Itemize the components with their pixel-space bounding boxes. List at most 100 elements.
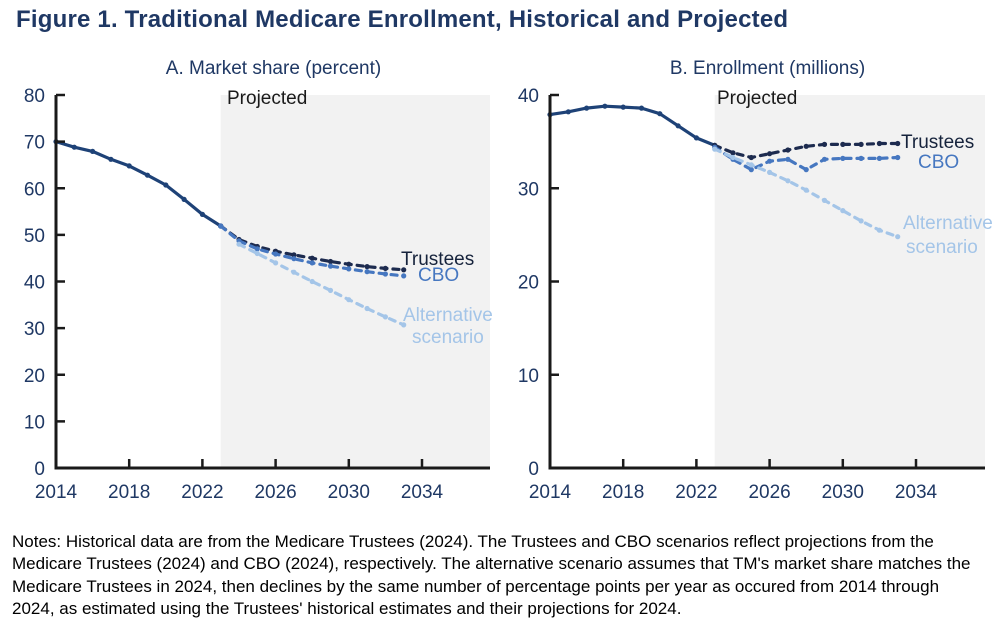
panel-b-cbo-point (895, 154, 901, 161)
panel-b-trustees-point (748, 154, 754, 161)
panel-a-alternative-scenario-point (291, 269, 297, 275)
panel-a-trustees-point (382, 265, 388, 271)
panel-a-cbo-point (218, 223, 224, 229)
panel-b-alternative-scenario-point (821, 197, 828, 203)
panel-a-alternative-scenario-point (364, 305, 370, 312)
panel-a-xtick-label: 2034 (401, 482, 444, 503)
panel-b-xtick-label: 2030 (822, 482, 864, 503)
panel-b-historical-point (584, 105, 590, 111)
panel-b-projected-label: Projected (717, 88, 798, 109)
panel-b-trustees-point (876, 140, 883, 147)
panel-b-alternative-scenario-point (803, 187, 809, 193)
panel-b-title: B. Enrollment (millions) (669, 58, 866, 79)
panel-b-cbo-point (858, 155, 864, 161)
panel-b-ytick-label: 0 (528, 459, 539, 480)
panel-a-axes (54, 95, 490, 470)
panel-a-alternative-scenario-point (254, 250, 260, 257)
panel-a-cbo-point (254, 246, 260, 252)
panel-a-xtick-label: 2022 (181, 482, 223, 503)
panel-a-alternative-label-line1: Alternative (403, 305, 493, 326)
panel-a-alternative-scenario-point (236, 241, 242, 247)
panel-a-alternative-label-line2: scenario (412, 327, 484, 348)
panel-a-cbo-label: CBO (418, 265, 460, 286)
panel-b-cbo-point (748, 167, 754, 173)
panel-a-cbo-point (327, 263, 334, 269)
panel-b-trustees-label: Trustees (901, 132, 975, 153)
panel-a-cbo-point (273, 251, 279, 257)
panel-b-historical-point (675, 123, 681, 129)
panel-a-trustees-point (309, 255, 315, 261)
panel-b-cbo-point (785, 156, 791, 162)
panel-a-historical-point (126, 163, 132, 169)
panel-a-historical-point (199, 211, 205, 217)
panel-b-trustees-point (840, 141, 846, 147)
panel-b-ytick-label: 30 (518, 179, 539, 200)
panel-b-alternative-scenario-point (730, 154, 736, 161)
panel-a-alternative-scenario-point (346, 297, 352, 303)
panel-a-ytick-label: 0 (34, 459, 45, 480)
panel-a-trustees-point (327, 258, 334, 265)
panel-a-trustees-point (364, 264, 370, 270)
panel-b-cbo-label: CBO (918, 152, 960, 173)
panel-a-cbo-point (364, 269, 370, 275)
panel-a-ytick-label: 30 (24, 319, 45, 340)
panel-b-trustees-point (785, 147, 791, 153)
panel-a-historical-point (163, 182, 169, 188)
panel-a-historical-line (54, 140, 223, 228)
panel-b-trustees-point (821, 141, 828, 147)
panel-b-alternative-scenario-point (785, 178, 791, 184)
panel-a-cbo-point (309, 260, 315, 266)
figure-notes: Notes: Historical data are from the Medi… (12, 532, 971, 619)
panel-b-axes (548, 95, 985, 470)
panel-b-historical-point (620, 104, 626, 110)
panel-b-ytick-label: 10 (518, 366, 539, 387)
panel-a-projected-label: Projected (227, 88, 308, 109)
panel-a-ytick-label: 20 (24, 366, 45, 387)
panel-a-historical-point (108, 156, 114, 162)
panel-a-alternative-scenario-point (401, 322, 407, 328)
panel-b-trustees-point (730, 150, 736, 156)
panel-b-alternative-scenario-point (876, 227, 883, 233)
panel-a-xtick-label: 2030 (328, 482, 370, 503)
panel-a-ytick-label: 70 (24, 133, 45, 154)
panel-a-alternative-scenario-line (237, 242, 406, 327)
panel-a-historical-point (144, 172, 151, 178)
panel-b-alternative-scenario-point (767, 169, 773, 175)
panel-a-alternative-scenario-point (309, 278, 315, 285)
panel-b-cbo-point (767, 158, 773, 164)
panel-a-xtick-label: 2026 (254, 482, 296, 503)
panel-a-cbo-point (291, 256, 297, 262)
panel-a-trustees-point (401, 267, 407, 273)
panel-a-alternative-scenario-point (327, 287, 334, 293)
panel-b-xtick-label: 2014 (529, 482, 572, 503)
panel-b-trustees-point (858, 141, 864, 147)
panel-b-alternative-scenario-point (858, 218, 864, 224)
panel-b-trustees-point (803, 143, 809, 149)
panel-b-xtick-label: 2026 (748, 482, 790, 503)
panel-a-trustees-point (346, 261, 352, 267)
panel-a-ytick-label: 10 (24, 412, 45, 433)
panel-a-projected-region (220, 95, 490, 468)
panel-a-alternative-scenario-point (382, 314, 388, 320)
panel-a-historical-point (181, 196, 187, 202)
panel-b-historical-point (638, 105, 645, 111)
panel-a-historical-point (71, 144, 77, 150)
panel-b-alternative-label-line1: Alternative (903, 213, 993, 234)
panel-b-cbo-point (840, 155, 846, 161)
panel-a-cbo-point (346, 266, 352, 272)
panel-b-alternative-scenario-point (712, 146, 718, 152)
panel-b-cbo-point (821, 156, 828, 162)
panel-a-xtick-label: 2014 (35, 482, 78, 503)
panel-a-ytick-label: 50 (24, 226, 45, 247)
panel-a-trustees-point (291, 252, 297, 258)
panel-b-alternative-label-line2: scenario (906, 237, 978, 258)
panel-a-ytick-label: 40 (24, 273, 45, 294)
panel-b-alternative-scenario-point (895, 234, 901, 240)
panel-a-title: A. Market share (percent) (165, 58, 382, 79)
panel-b-historical-point (602, 103, 608, 109)
panel-b-ytick-label: 40 (518, 86, 539, 107)
panel-a-ytick-label: 60 (24, 179, 45, 200)
panel-b-xtick-label: 2022 (675, 482, 717, 503)
